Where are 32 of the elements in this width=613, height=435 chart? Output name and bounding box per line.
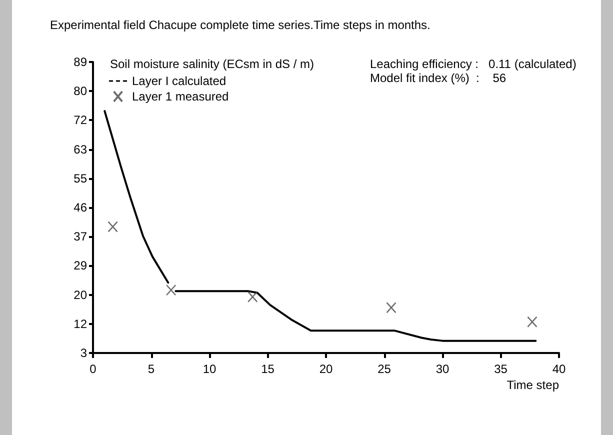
chart-title: Experimental field Chacupe complete time series.Time steps in months.: [50, 18, 430, 32]
y-tick-label: 29: [74, 258, 88, 273]
x-tick-label: 30: [436, 362, 450, 376]
y-tick-label: 46: [74, 200, 88, 214]
y-tick-label: 20: [74, 288, 88, 302]
y-tick-label: 80: [74, 84, 88, 98]
point: [108, 221, 118, 232]
y-axis-title: Soil moisture salinity (ECsm in dS / m): [110, 57, 314, 71]
x-tick-label: 10: [202, 362, 216, 376]
y-tick-label: 89: [74, 55, 88, 69]
x-tick-label: 40: [552, 362, 566, 376]
point: [527, 316, 538, 328]
legend-label: Layer 1 measured: [132, 90, 229, 104]
y-tick-label: 63: [74, 142, 88, 156]
point: [386, 302, 396, 314]
x-axis-title: Time step: [506, 378, 560, 392]
legend-label: Layer I calculated: [132, 74, 226, 88]
x-tick-label: 15: [261, 362, 275, 376]
annotation: Leaching efficiency : 0.11 (calculated): [370, 57, 576, 71]
x-tick-label: 25: [378, 362, 392, 376]
point: [247, 291, 258, 302]
x-tick-label: 35: [494, 362, 508, 376]
y-tick-label: 12: [74, 316, 88, 331]
x-tick-label: 0: [90, 362, 97, 376]
x-tick-label: 20: [319, 362, 333, 376]
y-tick-label: 55: [74, 171, 88, 186]
y-tick-label: 3: [80, 346, 88, 360]
y-tick-label: 72: [74, 113, 88, 128]
annotation: Model fit index (%) : 56: [370, 71, 506, 85]
point: [166, 284, 176, 296]
y-tick-label: 37: [74, 230, 88, 244]
x-tick-label: 5: [148, 362, 155, 376]
